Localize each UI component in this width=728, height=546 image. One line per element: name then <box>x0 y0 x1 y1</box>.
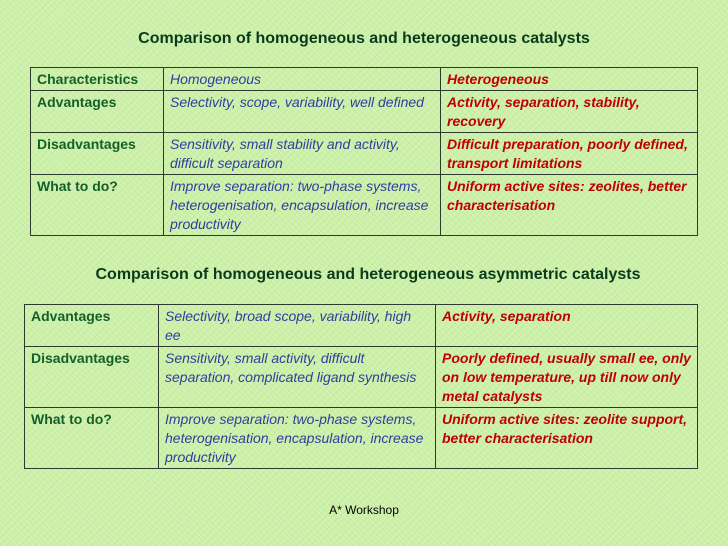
asymmetric-catalysts-comparison-table: Advantages Selectivity, broad scope, var… <box>24 304 698 469</box>
heterogeneous-cell: Activity, separation <box>435 304 698 347</box>
row-header: What to do? <box>24 407 159 469</box>
table-row: Disadvantages Sensitivity, small activit… <box>24 346 698 408</box>
catalysts-comparison-table: Characteristics Homogeneous Heterogeneou… <box>30 67 698 236</box>
row-header: Characteristics <box>30 67 164 91</box>
homogeneous-cell: Sensitivity, small stability and activit… <box>163 132 441 175</box>
row-header: Advantages <box>30 90 164 133</box>
homogeneous-cell: Homogeneous <box>163 67 441 91</box>
homogeneous-cell: Improve separation: two-phase systems, h… <box>158 407 436 469</box>
table-row: Characteristics Homogeneous Heterogeneou… <box>30 67 698 91</box>
table-row: Advantages Selectivity, broad scope, var… <box>24 304 698 347</box>
heterogeneous-cell: Uniform active sites: zeolite support, b… <box>435 407 698 469</box>
heterogeneous-cell: Uniform active sites: zeolites, better c… <box>440 174 698 236</box>
row-header: What to do? <box>30 174 164 236</box>
heterogeneous-cell: Difficult preparation, poorly defined, t… <box>440 132 698 175</box>
heterogeneous-cell: Activity, separation, stability, recover… <box>440 90 698 133</box>
table-row: Advantages Selectivity, scope, variabili… <box>30 90 698 133</box>
title-asymmetric-catalysts: Comparison of homogeneous and heterogene… <box>95 266 641 283</box>
row-header: Disadvantages <box>24 346 159 408</box>
homogeneous-cell: Selectivity, broad scope, variability, h… <box>158 304 436 347</box>
table-row: What to do? Improve separation: two-phas… <box>30 174 698 236</box>
heterogeneous-cell: Poorly defined, usually small ee, only o… <box>435 346 698 408</box>
table-row: Disadvantages Sensitivity, small stabili… <box>30 132 698 175</box>
footer-text: A* Workshop <box>329 503 399 517</box>
heterogeneous-cell: Heterogeneous <box>440 67 698 91</box>
row-header: Advantages <box>24 304 159 347</box>
homogeneous-cell: Improve separation: two-phase systems, h… <box>163 174 441 236</box>
homogeneous-cell: Selectivity, scope, variability, well de… <box>163 90 441 133</box>
row-header: Disadvantages <box>30 132 164 175</box>
title-catalysts: Comparison of homogeneous and heterogene… <box>138 30 590 47</box>
table-row: What to do? Improve separation: two-phas… <box>24 407 698 469</box>
homogeneous-cell: Sensitivity, small activity, difficult s… <box>158 346 436 408</box>
